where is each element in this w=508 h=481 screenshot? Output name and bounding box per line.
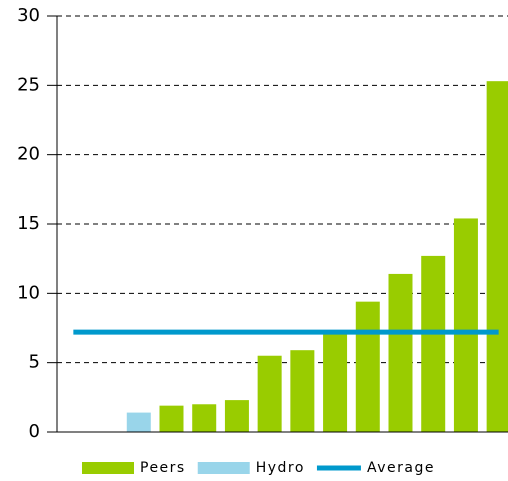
bar <box>192 404 217 432</box>
y-tick-label: 0 <box>29 421 40 442</box>
bar <box>159 405 184 432</box>
bar <box>388 273 413 432</box>
bar <box>486 81 508 432</box>
bar <box>453 218 478 432</box>
legend-label: Peers <box>140 460 186 476</box>
bar <box>290 350 315 432</box>
legend-label: Average <box>367 460 435 476</box>
y-tick-label: 25 <box>17 74 40 95</box>
y-tick-label: 30 <box>17 5 40 26</box>
legend-label: Hydro <box>256 460 305 476</box>
legend-swatch <box>197 462 250 474</box>
bar <box>323 332 348 432</box>
bar <box>224 400 249 432</box>
y-tick-label: 10 <box>17 282 40 303</box>
y-tick-label: 20 <box>17 144 40 165</box>
legend-swatch <box>82 462 134 474</box>
bar <box>421 255 446 432</box>
bar <box>355 301 380 432</box>
bar <box>257 355 282 432</box>
y-tick-label: 5 <box>29 352 40 373</box>
bar <box>126 412 151 432</box>
y-tick-label: 15 <box>17 213 40 234</box>
